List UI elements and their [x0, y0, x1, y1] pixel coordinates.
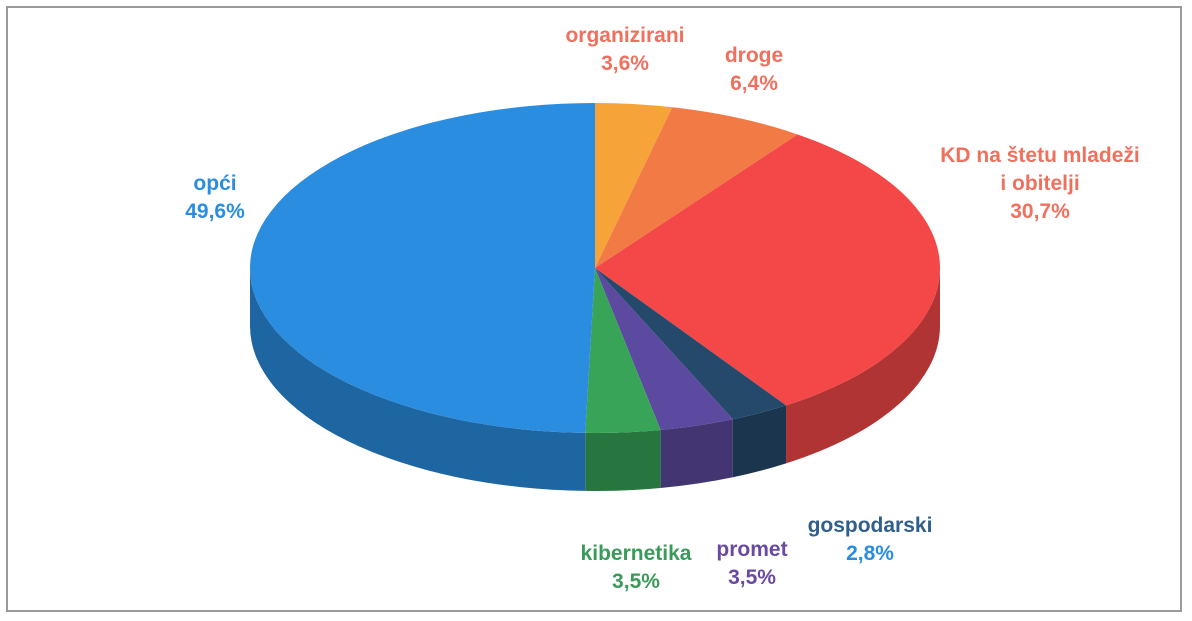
- value-label: 3,5%: [612, 570, 660, 593]
- category-label: droge: [724, 44, 784, 67]
- data-label: gospodarski 2,8%: [808, 512, 933, 568]
- pie-slice: [595, 107, 798, 269]
- data-label: opći 49,6%: [185, 170, 245, 226]
- category-label: kibernetika: [580, 542, 692, 565]
- pie-slice-side: [732, 405, 787, 478]
- category-label: organizirani: [565, 24, 685, 47]
- data-label: KD na štetu mladeži i obitelji 30,7%: [935, 142, 1145, 226]
- pie-slice-side: [660, 419, 733, 488]
- pie-slice: [595, 103, 673, 268]
- category-label: opći: [193, 172, 237, 195]
- value-label: 2,8%: [846, 542, 894, 565]
- data-label: promet 3,5%: [716, 536, 787, 592]
- pie-slice: [250, 103, 595, 433]
- pie-slice-side: [250, 268, 586, 491]
- category-label: gospodarski: [807, 514, 933, 537]
- pie-slice-side: [786, 268, 940, 464]
- value-label: 6,4%: [730, 72, 778, 95]
- value-label: 30,7%: [1010, 200, 1070, 223]
- pie-slice: [595, 268, 733, 430]
- category-label: KD na štetu mladeži i obitelji: [940, 144, 1140, 195]
- value-label: 3,6%: [601, 52, 649, 75]
- data-label: droge 6,4%: [725, 42, 783, 98]
- pie-slice-side: [585, 429, 661, 491]
- frame: [6, 6, 1182, 612]
- pie-slice: [585, 268, 661, 433]
- value-label: 3,5%: [728, 566, 776, 589]
- value-label: 49,6%: [185, 200, 245, 223]
- category-label: promet: [716, 538, 788, 561]
- data-label: organizirani 3,6%: [565, 22, 684, 78]
- data-label: kibernetika 3,5%: [581, 540, 692, 596]
- pie-slice: [595, 134, 940, 406]
- pie-slice: [595, 268, 787, 420]
